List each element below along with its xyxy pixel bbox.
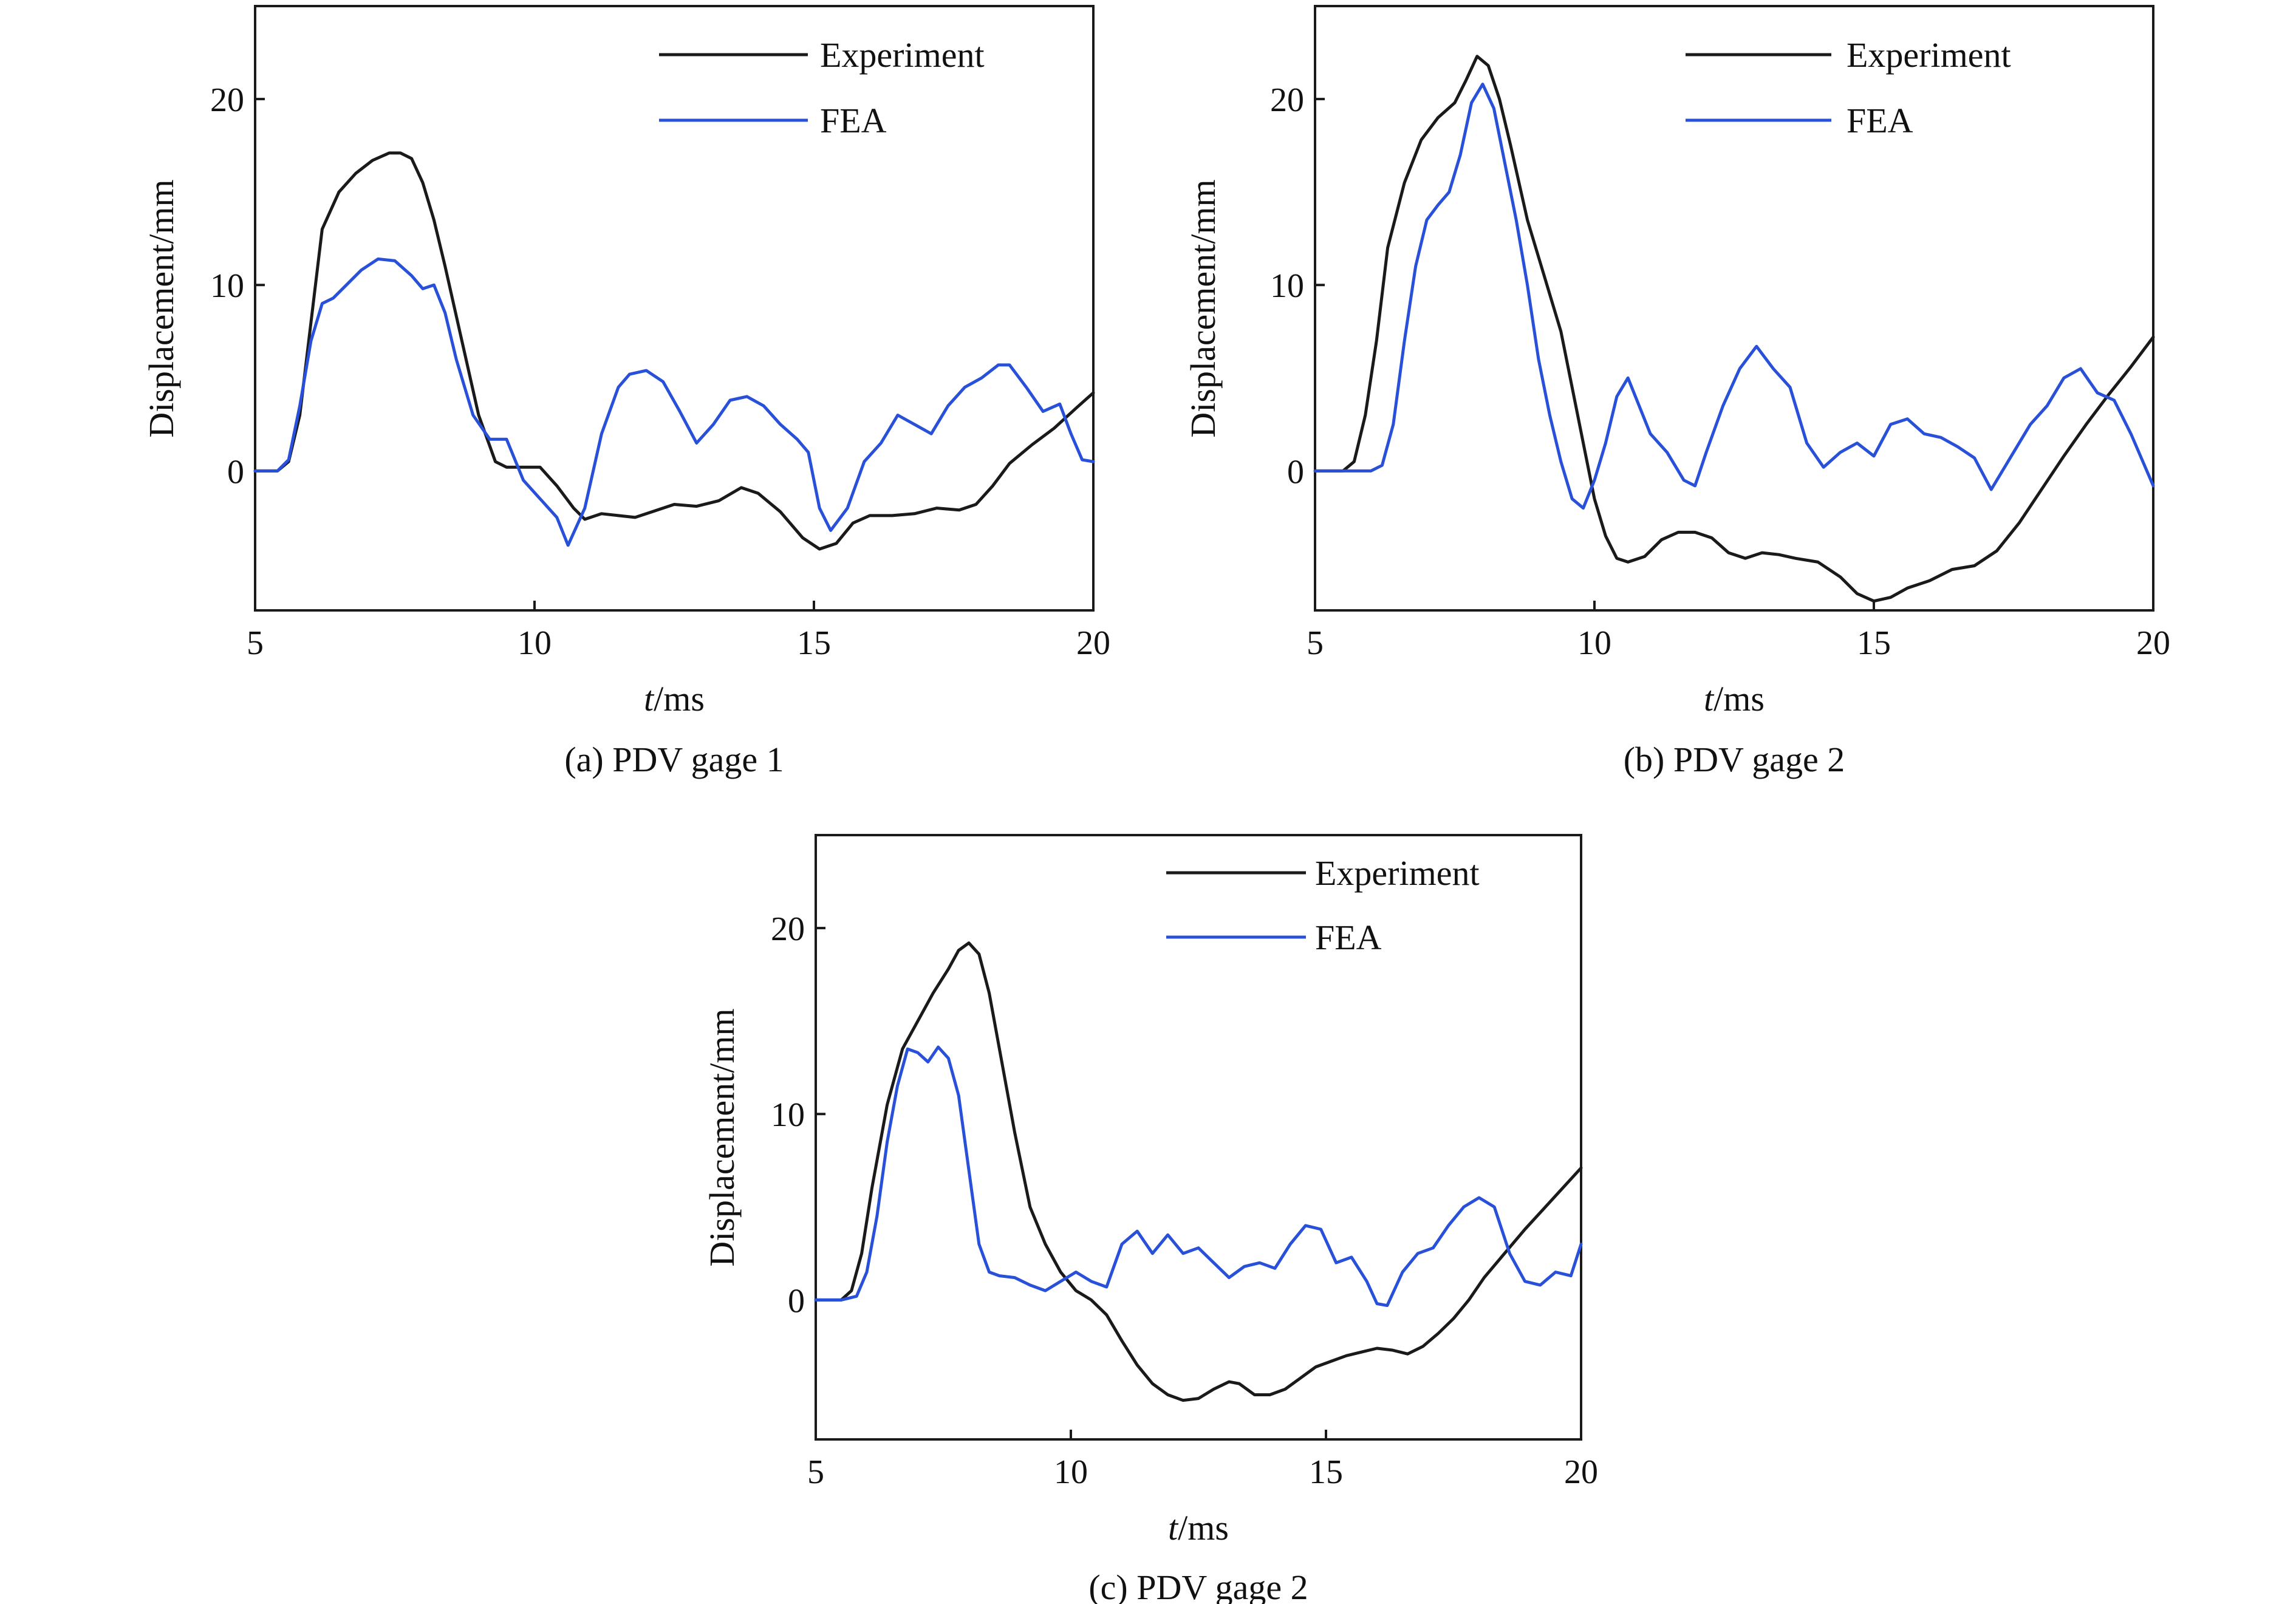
- x-axis-title-italic-b: t: [1704, 679, 1715, 718]
- y-ticks-b: 0 10 20: [1270, 81, 1325, 491]
- y-tick-label: 10: [1270, 267, 1304, 305]
- y-tick-label: 20: [771, 910, 805, 948]
- legend-c: Experiment FEA: [1166, 853, 1480, 957]
- x-ticks-a: 5 10 15 20: [247, 601, 1110, 662]
- y-tick-label: 10: [771, 1096, 805, 1134]
- legend-label-experiment-c: Experiment: [1315, 853, 1480, 893]
- legend-label-fea-b: FEA: [1847, 101, 1913, 140]
- y-axis-title-c: Displacement/mm: [702, 1008, 742, 1266]
- x-tick-label: 10: [1577, 624, 1611, 662]
- y-axis-title-b: Displacement/mm: [1183, 179, 1223, 437]
- series-line-experiment: [253, 151, 1095, 551]
- x-tick-label: 5: [1307, 624, 1324, 662]
- legend-b: Experiment FEA: [1686, 35, 2011, 140]
- legend-label-fea-c: FEA: [1315, 918, 1382, 957]
- x-axis-title-italic-a: t: [644, 679, 655, 718]
- y-tick-label: 0: [788, 1282, 805, 1320]
- x-ticks-b: 5 10 15 20: [1307, 601, 2170, 662]
- y-ticks-a: 0 10 20: [210, 81, 265, 491]
- panel-a: 5 10 15 20 0 10 20 Displacement/mm t/ms (a) P…: [142, 5, 1110, 779]
- x-axis-title-italic-c: t: [1168, 1508, 1179, 1548]
- series-line-fea: [814, 1045, 1583, 1308]
- x-axis-title-b: t/ms: [1704, 679, 1765, 718]
- x-axis-title-unit-a: /ms: [654, 679, 705, 718]
- y-axis-title-a: Displacement/mm: [142, 179, 181, 437]
- series-line-experiment: [814, 941, 1583, 1402]
- legend-label-experiment-a: Experiment: [820, 35, 985, 75]
- caption-c: (c) PDV gage 2: [1088, 1568, 1308, 1604]
- x-tick-label: 10: [1054, 1453, 1088, 1491]
- x-ticks-c: 5 10 15 20: [807, 1430, 1598, 1491]
- series-line-fea: [253, 257, 1095, 547]
- y-tick-label: 20: [1270, 81, 1304, 119]
- y-ticks-c: 0 10 20: [771, 910, 825, 1320]
- x-tick-label: 15: [797, 624, 831, 662]
- legend-label-fea-a: FEA: [820, 101, 887, 140]
- plot-area-b: [1314, 5, 2154, 612]
- y-tick-label: 10: [210, 267, 244, 305]
- legend-a: Experiment FEA: [659, 35, 985, 140]
- y-tick-label: 0: [227, 453, 244, 491]
- caption-a: (a) PDV gage 1: [564, 740, 784, 779]
- x-axis-title-unit-b: /ms: [1713, 679, 1765, 718]
- x-tick-label: 20: [1076, 624, 1110, 662]
- x-tick-label: 20: [1564, 1453, 1598, 1491]
- x-axis-title-c: t/ms: [1168, 1508, 1229, 1548]
- x-tick-label: 15: [1309, 1453, 1343, 1491]
- series-line-fea: [1313, 83, 2155, 510]
- x-axis-title-a: t/ms: [644, 679, 705, 718]
- legend-label-experiment-b: Experiment: [1847, 35, 2011, 75]
- plot-area-c: [815, 834, 1582, 1441]
- y-tick-label: 0: [1287, 453, 1304, 491]
- x-tick-label: 5: [807, 1453, 824, 1491]
- panel-b: 5 10 15 20 0 10 20 Displacement/mm t/ms (b) P…: [1183, 5, 2170, 779]
- x-tick-label: 10: [518, 624, 552, 662]
- panel-c: 5 10 15 20 0 10 20 Displacement/mm t/ms (c) P…: [702, 834, 1598, 1604]
- series-group-c: [814, 941, 1583, 1402]
- y-tick-label: 20: [210, 81, 244, 119]
- x-tick-label: 5: [247, 624, 264, 662]
- caption-b: (b) PDV gage 2: [1624, 740, 1845, 779]
- series-group-b: [1313, 55, 2155, 603]
- plot-area-a: [254, 5, 1095, 612]
- x-axis-title-unit-c: /ms: [1178, 1508, 1229, 1548]
- x-tick-label: 20: [2136, 624, 2170, 662]
- x-tick-label: 15: [1857, 624, 1891, 662]
- series-line-experiment: [1313, 55, 2155, 603]
- series-group-a: [253, 151, 1095, 551]
